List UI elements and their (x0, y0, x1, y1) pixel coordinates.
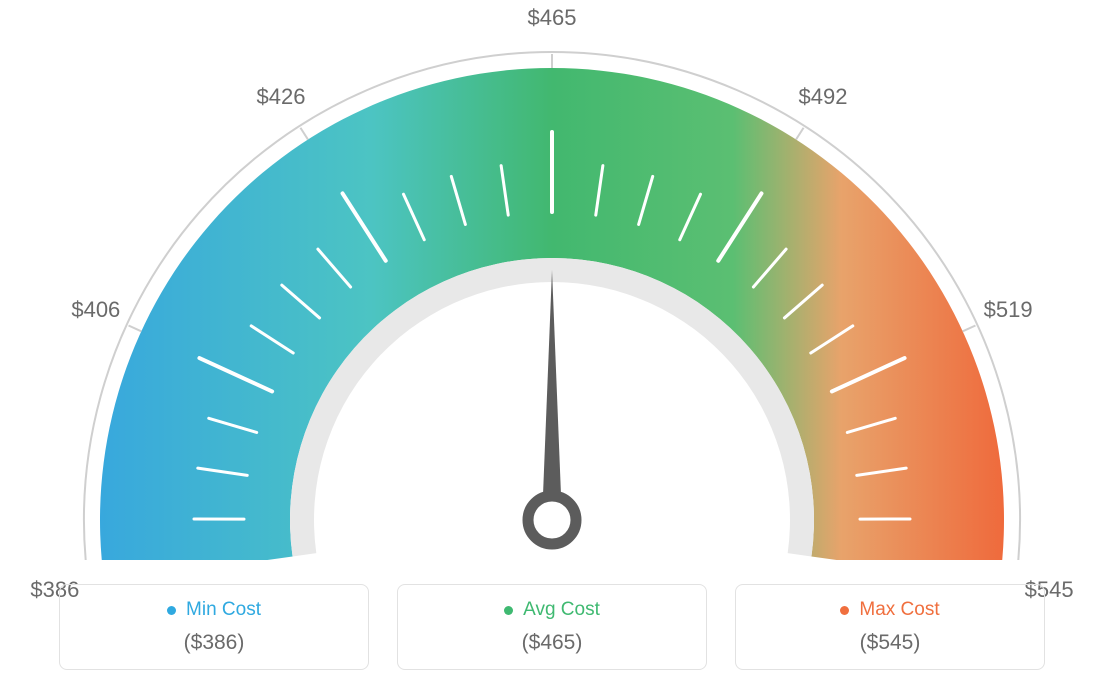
dot-icon (167, 606, 176, 615)
gauge-tick-label: $406 (71, 297, 120, 323)
dot-icon (504, 606, 513, 615)
legend-card-max: Max Cost ($545) (735, 584, 1045, 670)
legend-value-min: ($386) (60, 631, 368, 655)
gauge-chart (0, 0, 1104, 560)
legend-title-min: Min Cost (167, 599, 261, 621)
gauge-tick-label: $519 (984, 297, 1033, 323)
gauge-tick-label: $426 (257, 84, 306, 110)
legend-label-min: Min Cost (186, 599, 261, 621)
legend-card-avg: Avg Cost ($465) (397, 584, 707, 670)
legend-title-max: Max Cost (840, 599, 939, 621)
legend-title-avg: Avg Cost (504, 599, 600, 621)
legend-value-avg: ($465) (398, 631, 706, 655)
dot-icon (840, 606, 849, 615)
gauge-tick-label: $465 (528, 5, 577, 31)
legend-card-min: Min Cost ($386) (59, 584, 369, 670)
gauge-tick-label: $492 (799, 84, 848, 110)
legend-label-avg: Avg Cost (523, 599, 600, 621)
gauge-container: $386$406$426$465$492$519$545 (0, 0, 1104, 560)
legend-row: Min Cost ($386) Avg Cost ($465) Max Cost… (0, 584, 1104, 670)
legend-value-max: ($545) (736, 631, 1044, 655)
legend-label-max: Max Cost (859, 599, 939, 621)
